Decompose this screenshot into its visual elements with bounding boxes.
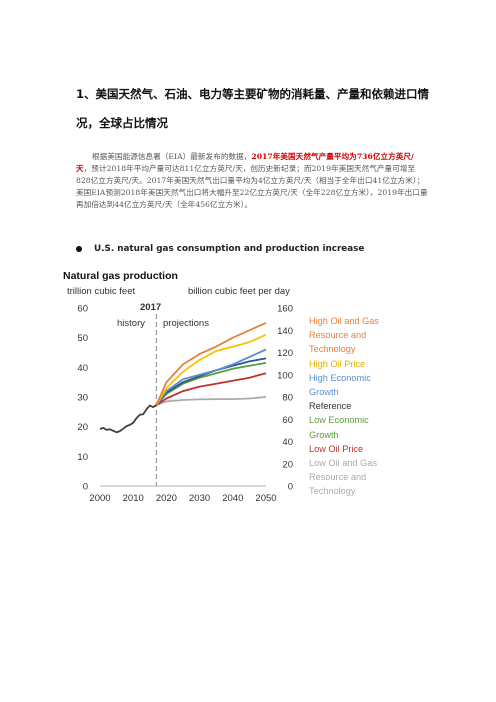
legend-entry: Resource and xyxy=(309,330,367,341)
legend-entry: Technology xyxy=(309,344,356,355)
history-label: history xyxy=(117,318,145,329)
y-tick-left: 60 xyxy=(77,304,88,315)
section-heading: 1、美国天然气、石油、电力等主要矿物的消耗量、产量和依赖进口情况，全球占比情况 xyxy=(76,87,429,130)
y-tick-right: 100 xyxy=(277,370,293,381)
legend-entry: Technology xyxy=(309,486,356,497)
legend-entry: Growth xyxy=(309,387,339,398)
legend-entry: Low Economic xyxy=(309,415,369,426)
paragraph-rest: ，预计2018年平均产量可达811亿立方英尺/天，创历史新纪录；而2019年美国… xyxy=(76,164,428,209)
legend-entry: High Economic xyxy=(309,372,371,383)
bullet-text: U.S. natural gas consumption and product… xyxy=(94,244,365,254)
legend-entry: Low Oil and Gas xyxy=(309,458,377,469)
history-line xyxy=(99,404,157,434)
gas-production-chart: Natural gas production trillion cubic fe… xyxy=(63,270,293,504)
divider-year-label: 2017 xyxy=(140,302,161,313)
x-tick-label: 2050 xyxy=(255,493,276,504)
y-tick-right: 80 xyxy=(282,393,293,404)
bullet-dot-icon xyxy=(76,246,82,252)
y-tick-left: 10 xyxy=(77,452,88,463)
paragraph-intro: 根据美国能源信息署（EIA）最新发布的数据， xyxy=(92,152,252,161)
y-tick-right: 140 xyxy=(277,326,293,337)
y-tick-right: 60 xyxy=(282,415,293,426)
legend-entry: High Oil and Gas xyxy=(309,316,379,326)
left-axis-unit: trillion cubic feet xyxy=(67,286,135,297)
y-tick-right: 40 xyxy=(282,437,293,448)
series-line xyxy=(155,362,267,406)
y-tick-right: 120 xyxy=(277,348,293,359)
legend-entry: Growth xyxy=(309,429,339,440)
y-tick-right: 0 xyxy=(288,482,293,493)
x-tick-label: 2020 xyxy=(156,493,177,504)
series-line xyxy=(155,348,267,406)
right-axis-unit: billion cubic feet per day xyxy=(188,286,290,297)
x-tick-label: 2030 xyxy=(189,493,210,504)
legend-entry: High Oil Price xyxy=(309,358,366,369)
y-tick-left: 40 xyxy=(77,363,88,374)
x-tick-label: 2010 xyxy=(123,493,144,504)
x-tick-label: 2000 xyxy=(89,493,110,504)
projections-label: projections xyxy=(163,318,209,329)
y-tick-left: 50 xyxy=(77,333,88,344)
chart-legend: High Oil and Gas Resource and Technology Hi… xyxy=(309,314,389,499)
series-line xyxy=(155,321,267,406)
legend-entry: Low Oil Price xyxy=(309,443,364,454)
y-tick-right: 20 xyxy=(282,459,293,470)
y-tick-left: 0 xyxy=(83,482,88,493)
x-tick-label: 2040 xyxy=(222,493,243,504)
series-line xyxy=(155,333,267,406)
chart-title: Natural gas production xyxy=(63,270,178,282)
series-line xyxy=(156,396,267,406)
y-tick-left: 30 xyxy=(77,393,88,404)
y-tick-left: 20 xyxy=(77,422,88,433)
paragraph-highlight: 2017年美国天然气产量平均为736亿立方英尺/天 xyxy=(76,152,414,173)
series-line xyxy=(155,372,267,406)
y-tick-right: 160 xyxy=(277,304,293,315)
legend-entry: Reference xyxy=(309,401,352,412)
body-paragraph: 根据美国能源信息署（EIA）最新发布的数据，2017年美国天然气产量平均为736… xyxy=(76,151,428,211)
bullet-item: U.S. natural gas consumption and product… xyxy=(76,244,364,254)
legend-entry: Resource and xyxy=(309,472,367,483)
